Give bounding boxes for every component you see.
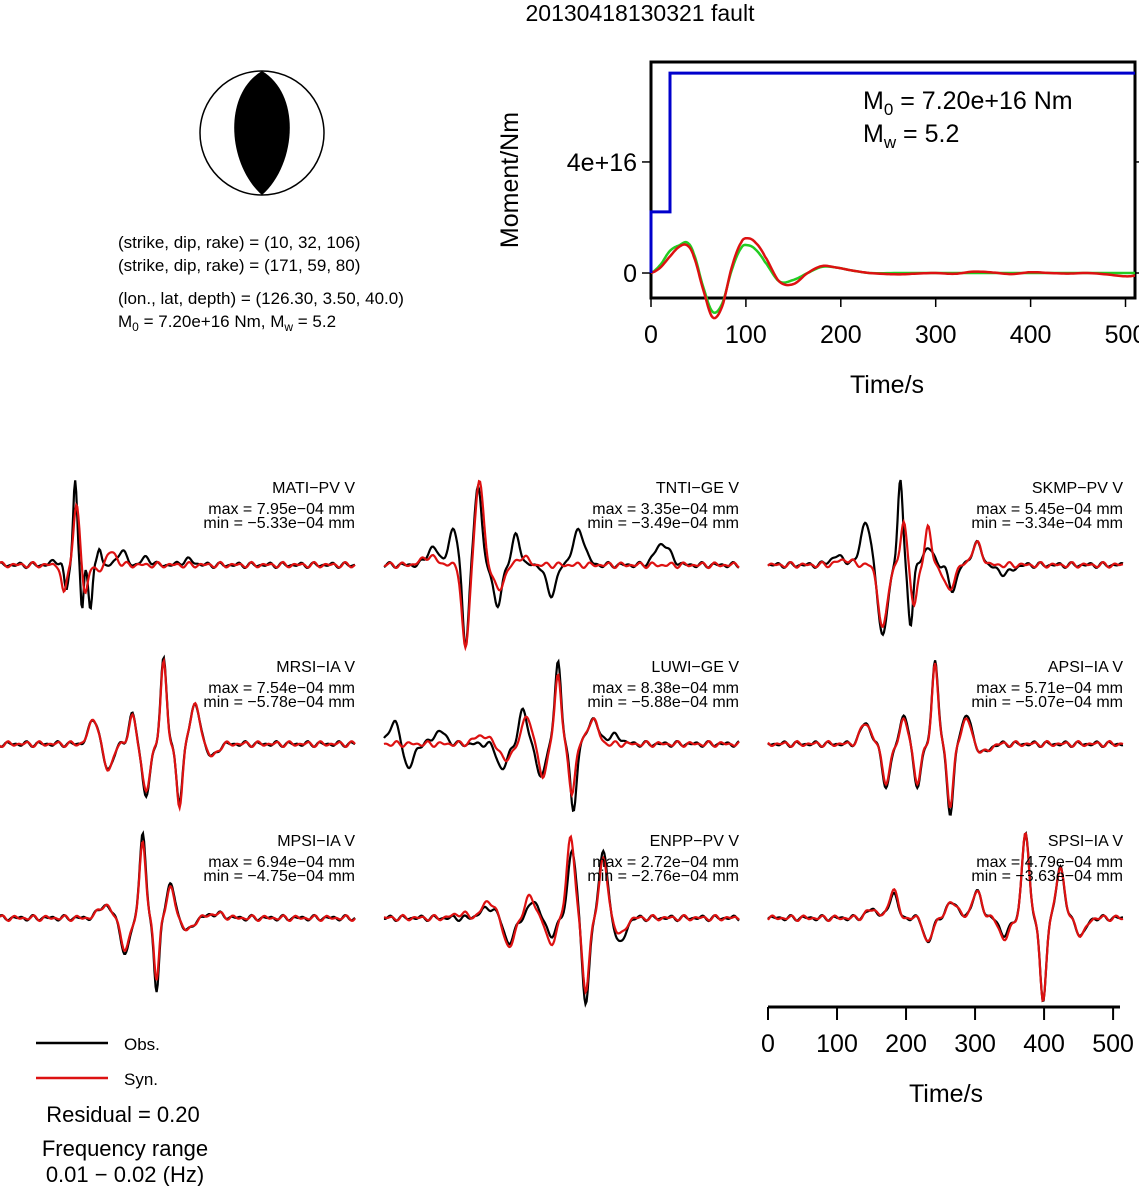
legend-syn-label: Syn. [124, 1070, 158, 1089]
synthetic-trace [767, 662, 1124, 809]
synthetic-trace [383, 479, 740, 652]
observed-trace [0, 480, 355, 611]
synthetic-trace [0, 502, 356, 595]
station-max: max = 3.35e−04 mm [592, 501, 739, 518]
moment-ytick-label: 4e+16 [567, 149, 637, 177]
station-min: min = −5.33e−04 mm [203, 515, 355, 532]
mechanism-line-3: (lon., lat, depth) = (126.30, 3.50, 40.0… [118, 289, 404, 308]
station-max: max = 8.38e−04 mm [592, 680, 739, 697]
station-max: max = 5.71e−04 mm [976, 680, 1123, 697]
moment-axis-ticks: 0 100 200 300 400 500 0 4e+16 [567, 149, 1139, 349]
synthetic-trace [0, 657, 356, 812]
observed-trace [383, 482, 740, 648]
waveform-xtick-label: 200 [885, 1030, 927, 1058]
station-min: min = −3.34e−04 mm [971, 515, 1123, 532]
station-max: max = 2.72e−04 mm [592, 854, 739, 871]
synthetic-trace [383, 673, 740, 799]
moment-rate-red-line [650, 237, 1135, 320]
legend-obs-label: Obs. [124, 1035, 160, 1054]
figure-title: 20130418130321 fault [526, 0, 756, 26]
moment-m0-annotation: M0 = 7.20e+16 Nm [863, 87, 1073, 119]
moment-ytick-label: 0 [623, 260, 637, 288]
station-max: max = 7.95e−04 mm [208, 501, 355, 518]
mechanism-line-2: (strike, dip, rake) = (171, 59, 80) [118, 256, 360, 275]
station-label: LUWI−GE V [651, 659, 739, 676]
waveform-xtick-label: 400 [1023, 1030, 1065, 1058]
station-label: MATI−PV V [272, 480, 355, 497]
mechanism-info: (strike, dip, rake) = (10, 32, 106) (str… [118, 233, 404, 334]
mechanism-moment-line: M0 = 7.20e+16 Nm, Mw = 5.2 [118, 312, 336, 334]
legend: Obs. Syn. Residual = 0.20 Frequency rang… [36, 1035, 208, 1186]
station-label: TNTI−GE V [656, 480, 739, 497]
station-min: min = −4.75e−04 mm [203, 868, 355, 885]
station-label: SKMP−PV V [1032, 480, 1123, 497]
moment-xtick-label: 200 [820, 321, 862, 349]
waveform-xtick-label: 100 [816, 1030, 858, 1058]
moment-xlabel: Time/s [850, 371, 924, 399]
moment-xtick-label: 100 [725, 321, 767, 349]
station-min: min = −5.78e−04 mm [203, 694, 355, 711]
synthetic-trace [767, 832, 1124, 1003]
moment-plot-frame [649, 60, 1137, 300]
moment-series [649, 71, 1135, 320]
mechanism-line-1: (strike, dip, rake) = (10, 32, 106) [118, 233, 360, 252]
moment-xtick-label: 400 [1010, 321, 1052, 349]
frequency-range-title: Frequency range [42, 1136, 208, 1161]
moment-mw-annotation: Mw = 5.2 [863, 120, 959, 152]
station-label: SPSI−IA V [1048, 833, 1123, 850]
station-label: ENPP−PV V [650, 833, 740, 850]
station-min: min = −3.49e−04 mm [587, 515, 739, 532]
moment-ylabel: Moment/Nm [496, 112, 524, 248]
synthetic-trace [383, 834, 740, 996]
station-max: max = 4.79e−04 mm [976, 854, 1123, 871]
waveform-xlabel: Time/s [909, 1080, 983, 1108]
moment-chart: 010020030040050004e+16 Time/s Moment/Nm … [496, 60, 1139, 399]
waveform-xtick-label: 500 [1092, 1030, 1134, 1058]
moment-xtick-label: 500 [1105, 321, 1139, 349]
moment-xtick-label: 0 [644, 321, 658, 349]
station-max: max = 5.45e−04 mm [976, 501, 1123, 518]
beachball [199, 70, 325, 196]
waveform-time-axis: Time/s 0 100 200 300 400 500 [761, 1005, 1134, 1108]
synthetic-trace [0, 840, 356, 981]
moment-xtick-label: 300 [915, 321, 957, 349]
station-label: MRSI−IA V [276, 659, 355, 676]
station-max: max = 6.94e−04 mm [208, 854, 355, 871]
station-min: min = −5.07e−04 mm [971, 694, 1123, 711]
frequency-range-value: 0.01 − 0.02 (Hz) [46, 1162, 204, 1186]
waveform-xtick-label: 0 [761, 1030, 775, 1058]
station-min: min = −5.88e−04 mm [587, 694, 739, 711]
synthetic-trace [767, 518, 1124, 629]
station-max: max = 7.54e−04 mm [208, 680, 355, 697]
residual-text: Residual = 0.20 [46, 1102, 200, 1127]
waveform-xtick-label: 300 [954, 1030, 996, 1058]
station-label: APSI−IA V [1048, 659, 1123, 676]
cumulative-moment-line [649, 71, 1135, 273]
station-min: min = −2.76e−04 mm [587, 868, 739, 885]
station-min: min = −3.63e−04 mm [971, 868, 1123, 885]
station-label: MPSI−IA V [277, 833, 355, 850]
